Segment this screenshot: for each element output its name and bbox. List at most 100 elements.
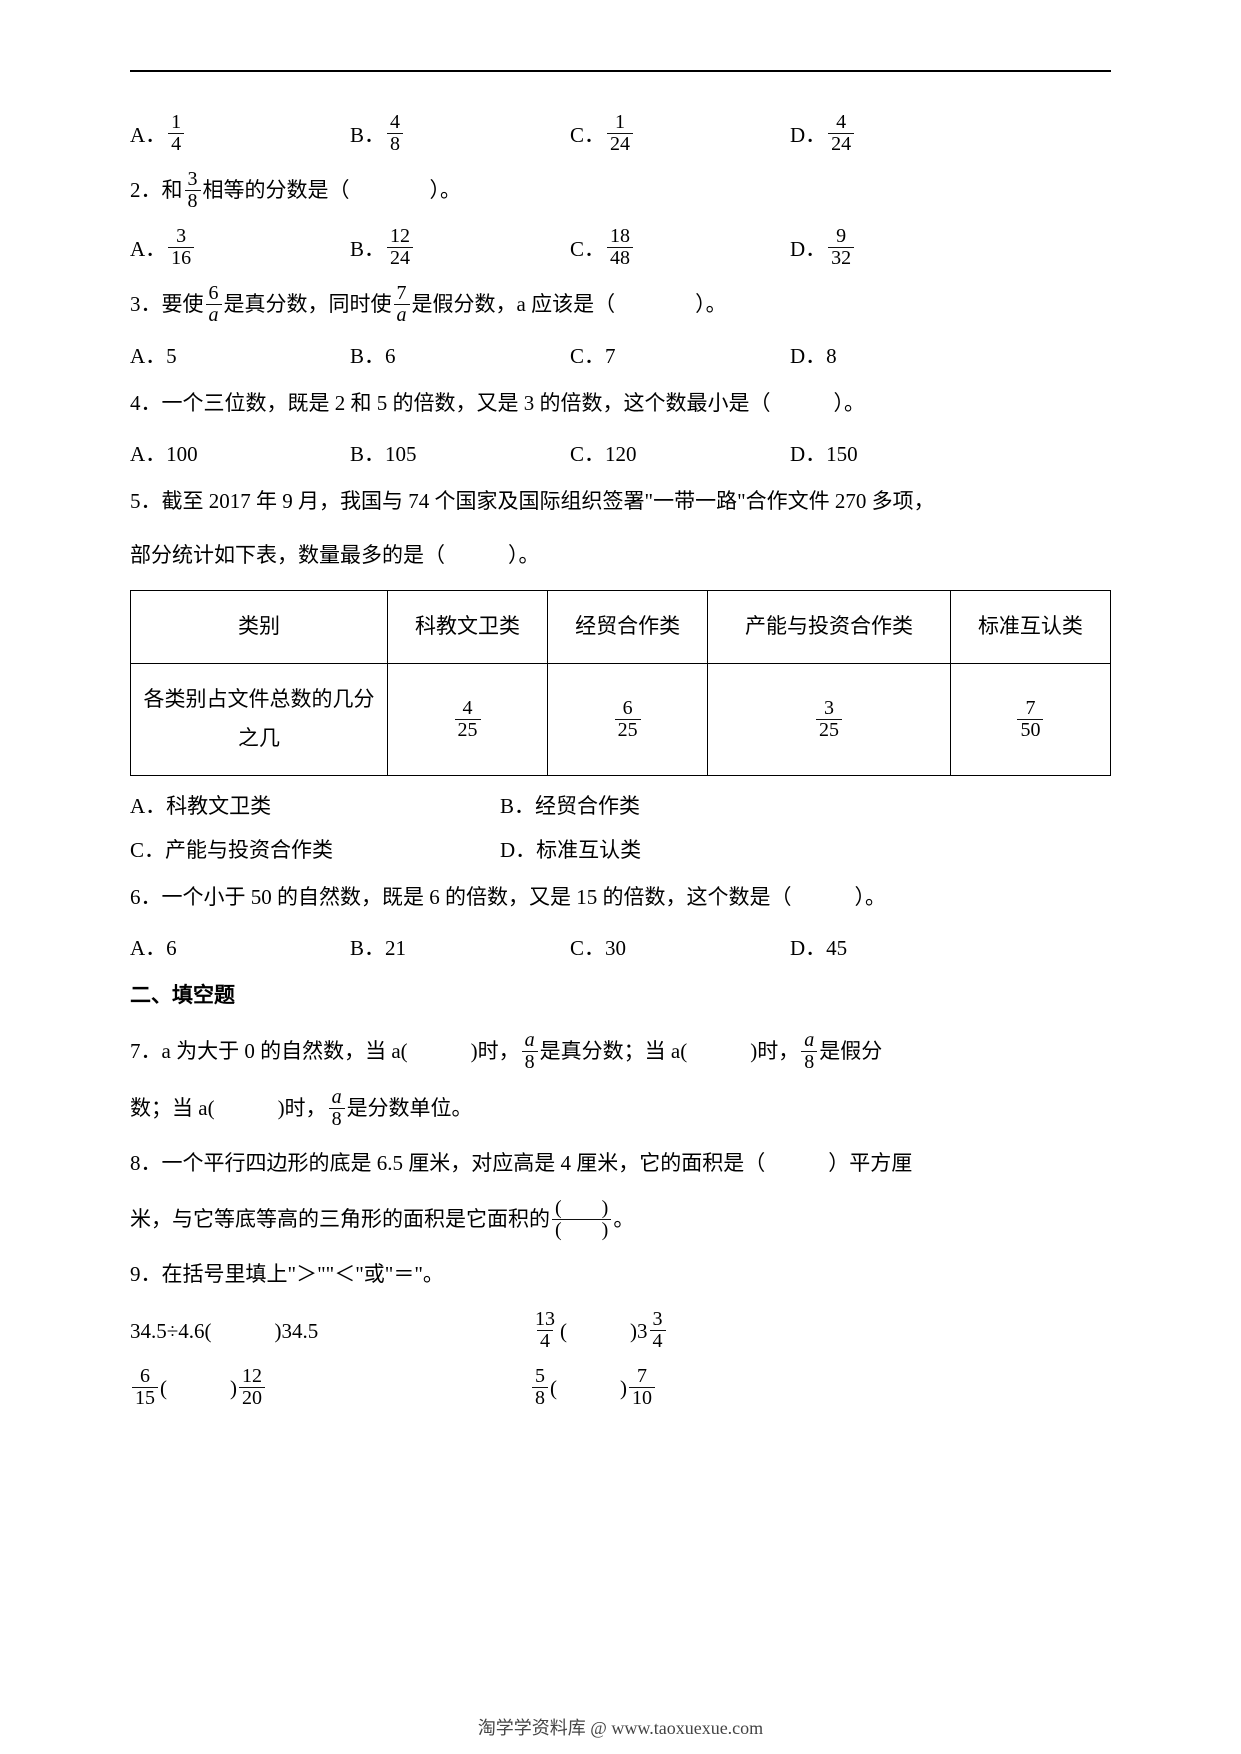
label: C． — [570, 233, 605, 263]
q1-opt-d: D． 424 — [790, 112, 1010, 155]
q5-opt-c: C．产能与投资合作类 — [130, 834, 500, 864]
th-col1: 科教文卫类 — [388, 590, 548, 663]
text: ）。 — [430, 171, 462, 211]
frac: 58 — [532, 1366, 548, 1409]
q9-r1a: 34.5÷4.6( )34.5 — [130, 1315, 530, 1345]
q4-stem: 4．一个三位数，既是 2 和 5 的倍数，又是 3 的倍数，这个数最小是（ ）。 — [130, 384, 1111, 424]
q2-options: A． 316 B． 1224 C． 1848 D． 932 — [130, 226, 1111, 269]
table-row: 各类别占文件总数的几分之几 425 625 325 750 — [131, 663, 1111, 776]
frac: 625 — [615, 698, 641, 741]
frac: 6a — [206, 283, 222, 326]
q3-opt-d: D．8 — [790, 340, 1010, 370]
frac: 124 — [607, 112, 633, 155]
q7-line2: 数；当 a( )时， a8 是分数单位。 — [130, 1087, 1111, 1130]
frac: 615 — [132, 1366, 158, 1409]
q3-options: A．5 B．6 C．7 D．8 — [130, 340, 1111, 370]
row-label: 各类别占文件总数的几分之几 — [131, 663, 388, 776]
q9-row2: 615 ( ) 1220 58 ( ) 710 — [130, 1366, 1111, 1409]
frac: 34 — [650, 1309, 666, 1352]
q6-opt-b: B．21 — [350, 932, 570, 962]
q1-options: A． 14 B． 48 C． 124 D． 424 — [130, 112, 1111, 155]
q2-opt-d: D． 932 — [790, 226, 1010, 269]
q9-r2b: 58 ( ) 710 — [530, 1366, 750, 1409]
text: ( ) — [550, 1372, 627, 1402]
q8-line1: 8．一个平行四边形的底是 6.5 厘米，对应高是 4 厘米，它的面积是（ ）平方… — [130, 1144, 1111, 1184]
label: D． — [790, 233, 826, 263]
frac: 14 — [168, 112, 184, 155]
text: 相等的分数是（ — [203, 171, 350, 211]
q9-r2a: 615 ( ) 1220 — [130, 1366, 530, 1409]
text: 7．a 为大于 0 的自然数，当 a( )时， — [130, 1032, 520, 1072]
frac: 316 — [168, 226, 194, 269]
q3-opt-a: A．5 — [130, 340, 350, 370]
q5-opt-a: A．科教文卫类 — [130, 790, 500, 820]
frac: a8 — [801, 1030, 817, 1073]
frac: 7a — [394, 283, 410, 326]
q6-opt-d: D．45 — [790, 932, 1010, 962]
footer: 淘学学资料库 @ www.taoxuexue.com — [0, 1714, 1241, 1740]
frac: 710 — [629, 1366, 655, 1409]
q6-options: A．6 B．21 C．30 D．45 — [130, 932, 1111, 962]
label: A． — [130, 233, 166, 263]
cell: 425 — [388, 663, 548, 776]
cell: 750 — [950, 663, 1110, 776]
text: 是真分数；当 a( )时， — [540, 1032, 800, 1072]
q4-opt-a: A．100 — [130, 438, 350, 468]
q5-table: 类别 科教文卫类 经贸合作类 产能与投资合作类 标准互认类 各类别占文件总数的几… — [130, 590, 1111, 777]
q4-opt-d: D．150 — [790, 438, 1010, 468]
frac: a8 — [522, 1030, 538, 1073]
label: C． — [570, 119, 605, 149]
frac: 48 — [387, 112, 403, 155]
q1-opt-c: C． 124 — [570, 112, 790, 155]
page: A． 14 B． 48 C． 124 D． 424 2．和 38 相等的分数是（… — [0, 0, 1241, 1754]
q6-opt-c: C．30 — [570, 932, 790, 962]
frac: 424 — [828, 112, 854, 155]
q1-opt-a: A． 14 — [130, 112, 350, 155]
q3-opt-b: B．6 — [350, 340, 570, 370]
frac: 425 — [455, 698, 481, 741]
frac: 1220 — [239, 1366, 265, 1409]
text: ）。 — [695, 285, 727, 325]
q9-row1: 34.5÷4.6( )34.5 134 ( )3 34 — [130, 1309, 1111, 1352]
th-col2: 经贸合作类 — [548, 590, 708, 663]
q7-line1: 7．a 为大于 0 的自然数，当 a( )时， a8 是真分数；当 a( )时，… — [130, 1030, 1111, 1073]
frac: 932 — [828, 226, 854, 269]
q2-opt-c: C． 1848 — [570, 226, 790, 269]
q6-opt-a: A．6 — [130, 932, 350, 962]
q6-stem: 6．一个小于 50 的自然数，既是 6 的倍数，又是 15 的倍数，这个数是（ … — [130, 878, 1111, 918]
top-rule — [130, 70, 1111, 72]
frac-blank: ( )( ) — [552, 1198, 611, 1241]
th-col4: 标准互认类 — [950, 590, 1110, 663]
q4-options: A．100 B．105 C．120 D．150 — [130, 438, 1111, 468]
q2-stem: 2．和 38 相等的分数是（ ）。 — [130, 169, 1111, 212]
frac: 1848 — [607, 226, 633, 269]
q8-line2: 米，与它等底等高的三角形的面积是它面积的 ( )( ) 。 — [130, 1198, 1111, 1241]
q5-opt-d: D．标准互认类 — [500, 834, 870, 864]
text: 是假分数，a 应该是（ — [412, 285, 616, 325]
frac: 325 — [816, 698, 842, 741]
q2-opt-b: B． 1224 — [350, 226, 570, 269]
q5-options-row2: C．产能与投资合作类 D．标准互认类 — [130, 834, 1111, 864]
cell: 625 — [548, 663, 708, 776]
q5-stem-l2: 部分统计如下表，数量最多的是（ ）。 — [130, 536, 1111, 576]
label: A． — [130, 119, 166, 149]
label: B． — [350, 119, 385, 149]
q3-opt-c: C．7 — [570, 340, 790, 370]
q5-stem-l1: 5．截至 2017 年 9 月，我国与 74 个国家及国际组织签署"一带一路"合… — [130, 482, 1111, 522]
section-2-title: 二、填空题 — [130, 976, 1111, 1016]
cell: 325 — [708, 663, 951, 776]
frac: a8 — [329, 1087, 345, 1130]
q9-stem: 9．在括号里填上"＞""＜"或"＝"。 — [130, 1255, 1111, 1295]
text: 是分数单位。 — [347, 1089, 473, 1129]
text: 2．和 — [130, 171, 183, 211]
text: 3．要使 — [130, 285, 204, 325]
q1-opt-b: B． 48 — [350, 112, 570, 155]
q5-opt-b: B．经贸合作类 — [500, 790, 870, 820]
frac: 1224 — [387, 226, 413, 269]
label: D． — [790, 119, 826, 149]
frac: 134 — [532, 1309, 558, 1352]
q2-opt-a: A． 316 — [130, 226, 350, 269]
text: ( ) — [160, 1372, 237, 1402]
text: 。 — [613, 1200, 634, 1240]
frac: 38 — [185, 169, 201, 212]
